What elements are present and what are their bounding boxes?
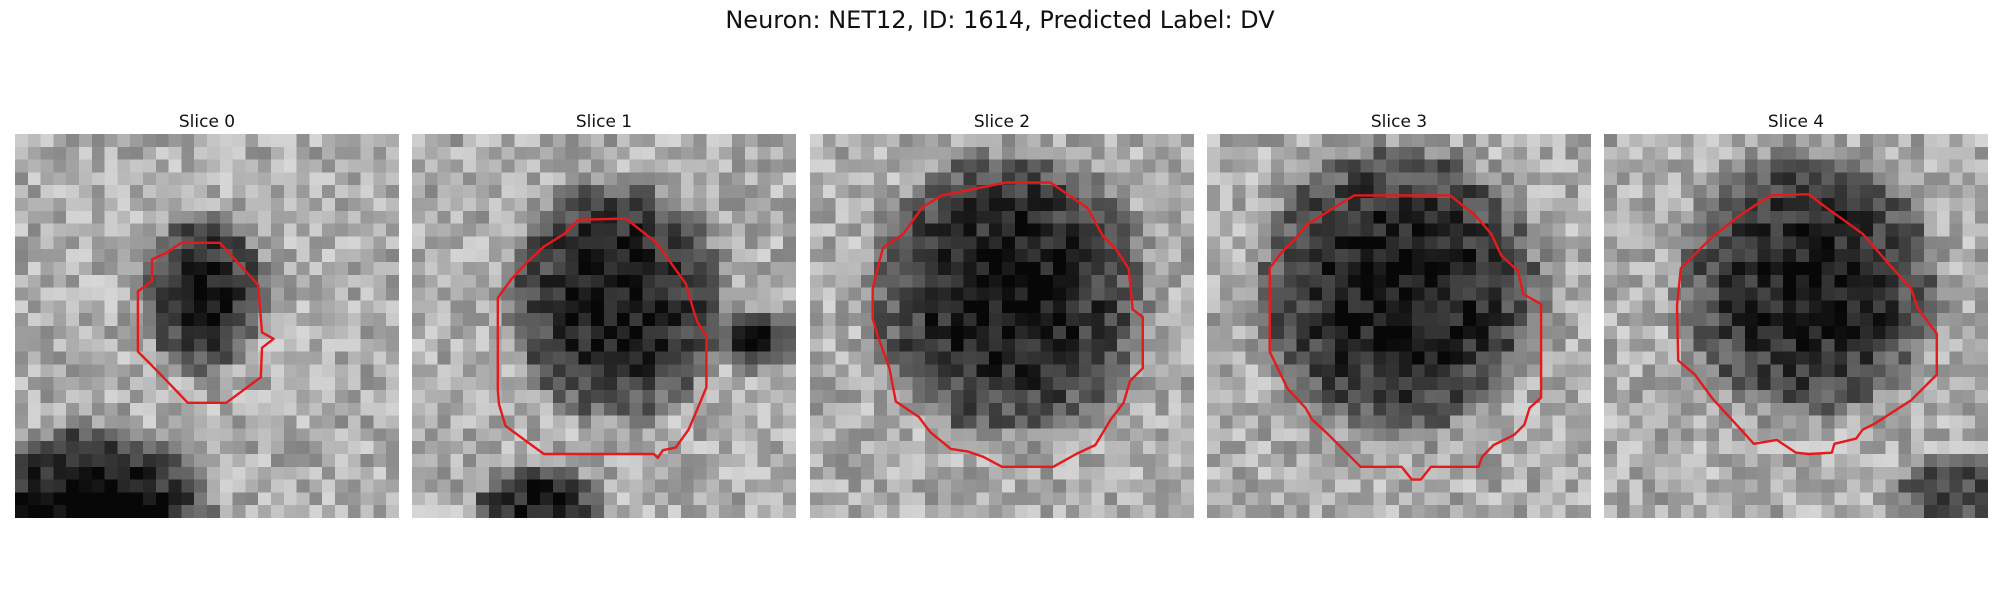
- microscopy-image: [412, 134, 796, 518]
- slice-label: Slice 4: [1767, 112, 1825, 132]
- slice-panel: Slice 3: [1207, 110, 1591, 518]
- slice-panel: Slice 0: [15, 110, 399, 518]
- neuron-contour: [871, 181, 1144, 468]
- figure-title: Neuron: NET12, ID: 1614, Predicted Label…: [725, 6, 1275, 34]
- microscopy-image: [15, 134, 399, 518]
- slice-label: Slice 3: [1370, 112, 1428, 132]
- slice-label: Slice 1: [575, 112, 633, 132]
- neuron-contour: [136, 241, 275, 404]
- neuron-contour: [1675, 193, 1938, 456]
- microscopy-image: [810, 134, 1194, 518]
- neuron-contour: [496, 217, 708, 459]
- microscopy-image: [1604, 134, 1988, 518]
- neuron-contour: [1268, 194, 1543, 481]
- slice-panel: Slice 2: [810, 110, 1194, 518]
- slice-panel: Slice 4: [1604, 110, 1988, 518]
- slice-label: Slice 0: [178, 112, 236, 132]
- slice-label: Slice 2: [973, 112, 1031, 132]
- microscopy-image: [1207, 134, 1591, 518]
- slice-panel: Slice 1: [412, 110, 796, 518]
